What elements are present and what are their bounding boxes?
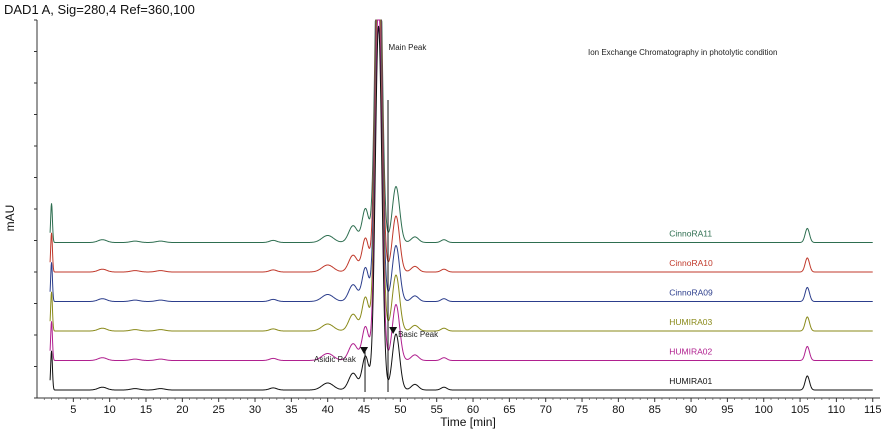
x-tick-label: 100 [755,404,773,416]
x-tick-label: 70 [540,404,552,416]
trace-labels: CinnoRA11 CinnoRA10 CinnoRA09 HUMIRA03 HUMIR… [669,229,713,387]
trace-label: HUMIRA03 [669,317,712,327]
basic-peak-marker [389,327,398,334]
x-tick-label: 35 [285,404,297,416]
x-tick-label: 110 [828,404,846,416]
peak-annotations: Main Peak Basic Peak Asidic Peak [314,43,439,392]
x-tick-label: 95 [721,404,733,416]
x-tick-label: 65 [503,404,515,416]
trace-line [49,19,873,332]
chart-title: Ion Exchange Chromatography in photolyti… [588,48,777,57]
x-tick-label: 10 [104,404,116,416]
x-tick-label: 75 [576,404,588,416]
signal-header: DAD1 A, Sig=280,4 Ref=360,100 [4,2,195,17]
trace-line [49,19,873,273]
acidic-peak-marker [360,347,369,354]
trace-label: HUMIRA02 [669,347,712,357]
trace-line [49,19,873,361]
x-tick-label: 50 [394,404,406,416]
y-axis-title: mAU [3,205,17,232]
x-tick-label: 85 [649,404,661,416]
x-tick-label: 5 [70,404,76,416]
trace-label: CinnoRA09 [669,288,713,298]
x-axis-title: Time [min] [440,415,496,429]
x-tick-label: 55 [431,404,443,416]
trace-label: CinnoRA10 [669,258,713,268]
trace-line [49,25,873,391]
trace-label: HUMIRA01 [669,376,712,386]
x-tick-label: 60 [467,404,479,416]
x-tick-label: 45 [358,404,370,416]
x-tick-label: 115 [864,404,882,416]
x-tick-label: 90 [685,404,697,416]
trace-label: CinnoRA11 [669,229,712,239]
main-peak-annotation: Main Peak [389,43,428,52]
x-tick-label: 15 [140,404,152,416]
basic-peak-annotation: Basic Peak [398,330,439,339]
axes: 5 10 15 20 25 30 35 40 45 50 55 60 65 70 75 80 85 90 95 100… [34,19,882,416]
trace-line [49,19,873,243]
x-tick-label: 105 [791,404,809,416]
traces [49,19,873,391]
x-tick-label: 40 [322,404,334,416]
x-tick-label: 30 [249,404,261,416]
trace-line [49,19,873,302]
acidic-peak-annotation: Asidic Peak [314,355,357,364]
x-tick-label: 25 [213,404,225,416]
x-tick-label: 20 [176,404,188,416]
x-tick-label: 80 [612,404,624,416]
